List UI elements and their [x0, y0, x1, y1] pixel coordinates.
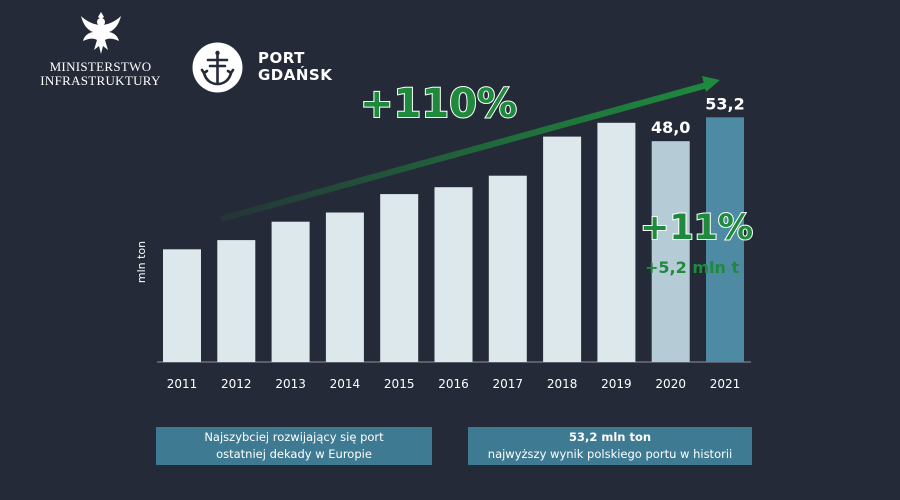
data-label-2021: 53,2: [705, 94, 744, 113]
info-box-fastest-growing: Najszybciej rozwijający się port ostatni…: [156, 427, 432, 465]
y-axis-label: mln ton: [135, 241, 148, 283]
eagle-emblem-icon: [80, 12, 121, 54]
port-name-line1: PORT: [258, 49, 305, 67]
bar-2018: [543, 136, 582, 362]
info-box-record-result: 53,2 mln ton najwyższy wynik polskiego p…: [468, 427, 752, 465]
ministry-name-line1: MINISTERSTWO: [49, 59, 152, 74]
bar-2016: [434, 187, 473, 362]
ministry-logo: MINISTERSTWO INFRASTRUKTURY: [38, 10, 163, 88]
x-tick-label-2018: 2018: [547, 377, 578, 391]
x-tick-label-2015: 2015: [384, 377, 415, 391]
bar-2015: [380, 194, 419, 362]
x-tick-label-2020: 2020: [655, 377, 686, 391]
bar-2013: [271, 221, 310, 362]
bar-2011: [163, 249, 201, 362]
bar-2020: [651, 141, 690, 362]
bar-2012: [217, 240, 256, 362]
x-tick-label-2017: 2017: [493, 377, 524, 391]
x-tick-label-2014: 2014: [330, 377, 361, 391]
bar-2021: [706, 117, 744, 362]
year-growth-abs-annotation: +5,2 mln t: [645, 258, 739, 277]
bar-2019: [597, 122, 636, 362]
info-right-line1: 53,2 mln ton: [568, 430, 652, 444]
port-name: PORT GDAŃSK: [258, 50, 332, 84]
x-tick-label-2019: 2019: [601, 377, 632, 391]
trend-arrow: [220, 76, 720, 222]
port-name-line2: GDAŃSK: [258, 66, 333, 84]
x-tick-label-2021: 2021: [710, 377, 741, 391]
x-tick-label-2012: 2012: [221, 377, 252, 391]
data-label-2020: 48,0: [651, 118, 690, 137]
x-tick-label-2013: 2013: [275, 377, 306, 391]
info-left-line1: Najszybciej rozwijający się port: [204, 430, 384, 444]
info-left-line2: ostatniej dekady w Europie: [216, 447, 372, 461]
info-right-line2: najwyższy wynik polskiego portu w histor…: [487, 447, 733, 461]
port-anchor-logo-icon: [192, 42, 243, 93]
decade-growth-annotation: +110%: [360, 81, 517, 127]
x-tick-label-2011: 2011: [167, 377, 198, 391]
year-growth-annotation: +11%: [640, 208, 753, 248]
ministry-name-line2: INFRASTRUKTURY: [40, 73, 161, 88]
bar-2014: [325, 212, 364, 362]
bar-2017: [488, 175, 527, 362]
x-tick-label-2016: 2016: [438, 377, 469, 391]
